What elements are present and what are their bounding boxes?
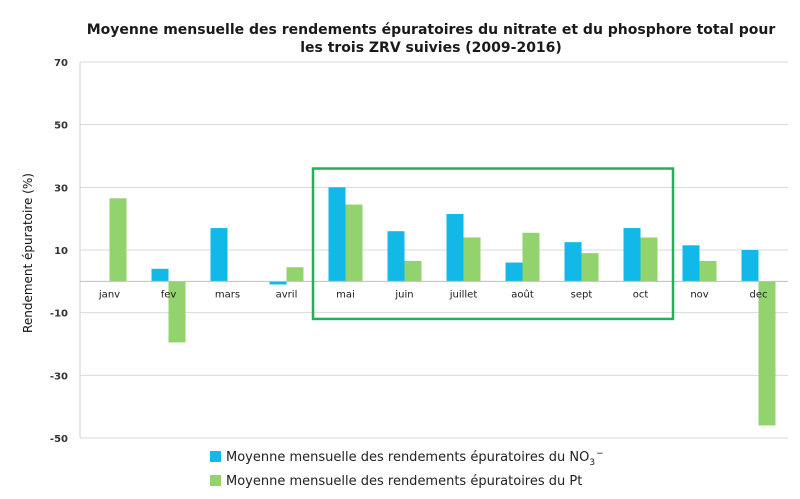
bar-no3-avril: [269, 281, 287, 285]
y-axis-label: Rendement épuratoire (%): [21, 173, 35, 333]
y-tick-label: 30: [54, 183, 68, 194]
x-tick-label-10: nov: [690, 289, 708, 300]
x-tick-label-5: juin: [394, 289, 413, 300]
legend: Moyenne mensuelle des rendements épurato…: [210, 449, 604, 489]
bar-no3-mars: [210, 228, 228, 282]
bar-pt-fev: [168, 281, 186, 343]
x-tick-label-7: août: [511, 288, 534, 300]
bar-no3-dec: [741, 250, 759, 282]
bar-pt-nov: [699, 260, 717, 282]
x-tick-label-11: dec: [750, 289, 768, 300]
plot-area: -50 -30 -10 10 30 50 70 janv fev mars avril mai juin…: [50, 58, 788, 445]
bar-pt-avril: [286, 267, 304, 282]
bar-pt-juillet: [463, 237, 481, 282]
x-tick-label-6: juillet: [449, 289, 478, 300]
bar-pt-oct: [640, 237, 658, 282]
x-tick-label-4: mai: [336, 289, 355, 300]
x-tick-label-3: avril: [276, 289, 298, 300]
legend-label-no3-subscript: 3: [589, 458, 595, 468]
bar-no3-fev: [151, 268, 169, 282]
y-tick-label: -10: [50, 309, 68, 320]
x-tick-label-2: mars: [215, 289, 240, 300]
chart-title-line-1: Moyenne mensuelle des rendements épurato…: [87, 22, 776, 38]
y-tick-label: 70: [54, 58, 68, 69]
bar-no3-juillet: [446, 213, 464, 282]
legend-label-no3-main: Moyenne mensuelle des rendements épurato…: [226, 450, 589, 465]
bar-pt-juin: [404, 260, 422, 282]
legend-swatch-no3: [210, 451, 221, 462]
y-tick-label: 10: [54, 246, 68, 257]
legend-label-no3: Moyenne mensuelle des rendements épurato…: [226, 449, 604, 468]
y-tick-label: 50: [54, 121, 68, 132]
x-tick-label-8: sept: [571, 289, 593, 300]
bar-pt-sept: [581, 253, 599, 282]
y-tick-label: -30: [50, 371, 68, 382]
bar-no3-juin: [387, 231, 405, 282]
bar-pt-dec: [758, 281, 776, 426]
bar-no3-mai: [328, 187, 346, 282]
x-tick-label-0: janv: [98, 289, 120, 300]
x-tick-label-1: fev: [161, 289, 177, 300]
chart-title: Moyenne mensuelle des rendements épurato…: [87, 22, 776, 56]
legend-label-pt: Moyenne mensuelle des rendements épurato…: [226, 474, 582, 489]
bar-no3-sept: [564, 242, 582, 282]
bar-pt-janv: [109, 198, 127, 282]
highlight-box: [311, 167, 675, 321]
legend-label-no3-superscript: −: [596, 449, 604, 459]
bar-pt-mai: [345, 204, 363, 282]
legend-swatch-pt: [210, 475, 221, 486]
y-tick-label: -50: [50, 434, 68, 445]
bar-pt-août: [522, 232, 540, 282]
bar-no3-nov: [682, 245, 700, 282]
bar-no3-août: [505, 262, 523, 282]
x-tick-label-9: oct: [633, 289, 649, 300]
chart-title-line-2: les trois ZRV suivies (2009-2016): [300, 40, 562, 56]
bar-no3-oct: [623, 228, 641, 282]
